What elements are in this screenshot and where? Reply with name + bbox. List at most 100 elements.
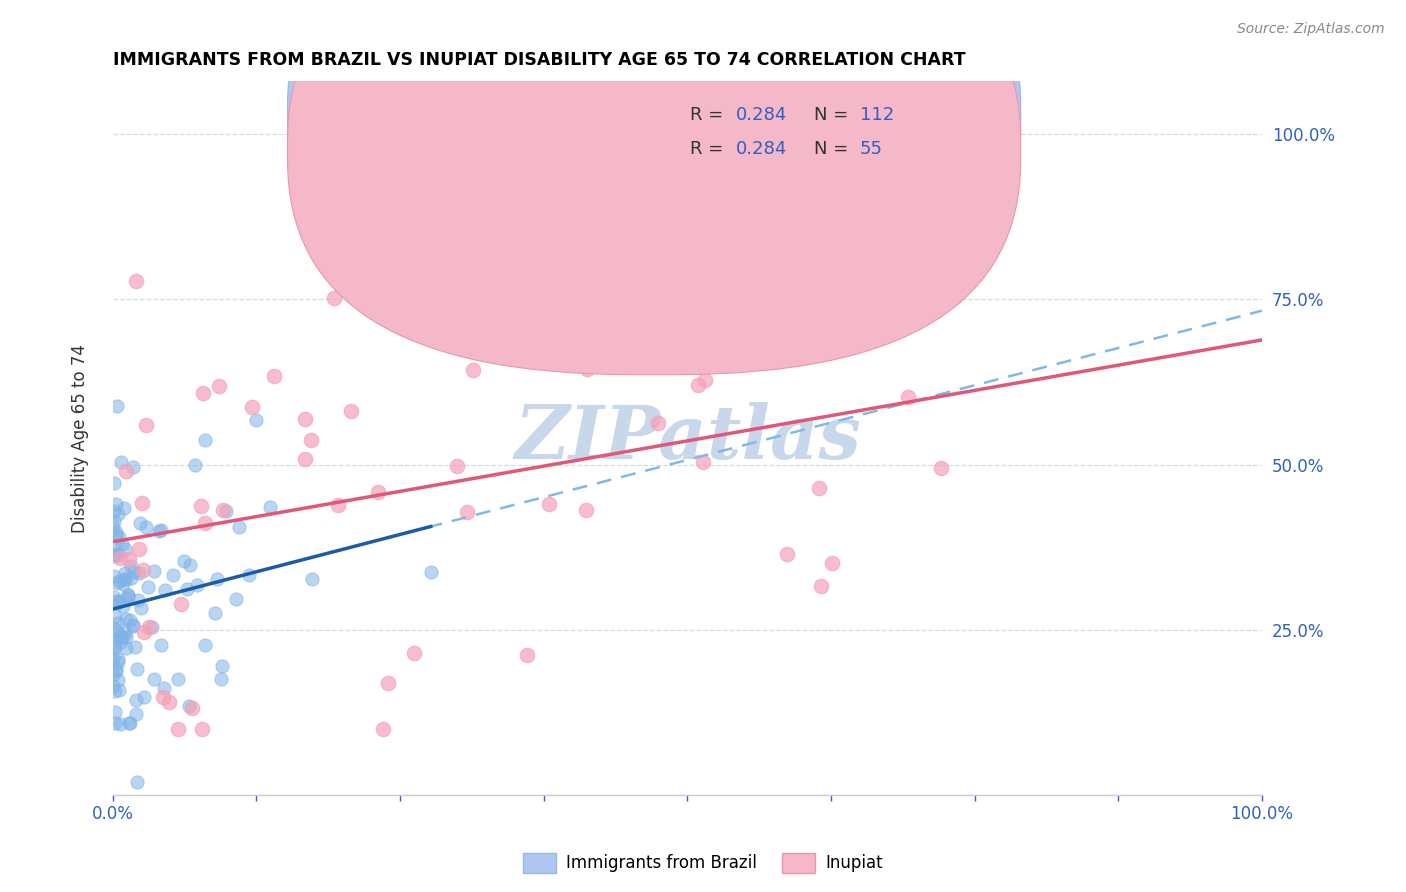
Point: [104, 640, 127, 654]
Point: [118, 715, 141, 730]
Point: [125, 274, 148, 288]
Point: [148, 524, 170, 538]
Point: [692, 455, 714, 469]
Text: N =: N =: [814, 140, 853, 158]
Point: [419, 565, 441, 579]
Point: [128, 542, 150, 557]
Text: IMMIGRANTS FROM BRAZIL VS INUPIAT DISABILITY AGE 65 TO 74 CORRELATION CHART: IMMIGRANTS FROM BRAZIL VS INUPIAT DISABI…: [112, 51, 966, 69]
Point: [637, 102, 659, 116]
Point: [180, 701, 202, 715]
Point: [129, 600, 152, 615]
Point: [108, 630, 131, 644]
Point: [179, 558, 201, 573]
Point: [169, 597, 191, 611]
Point: [225, 592, 247, 607]
Point: [114, 626, 136, 640]
Point: [101, 667, 124, 681]
Point: [173, 554, 195, 568]
Point: [104, 527, 127, 541]
Point: [104, 497, 127, 511]
Point: [117, 588, 139, 602]
Point: [104, 683, 127, 698]
Point: [537, 497, 560, 511]
Point: [301, 433, 323, 447]
Point: [103, 590, 125, 604]
Point: [107, 655, 129, 669]
Point: [162, 567, 184, 582]
Point: [194, 433, 217, 447]
Point: [107, 673, 129, 688]
Point: [613, 278, 636, 293]
Text: R =: R =: [690, 140, 728, 158]
Point: [340, 404, 363, 418]
Point: [103, 651, 125, 665]
Point: [191, 722, 214, 736]
Point: [107, 652, 129, 666]
Point: [105, 543, 128, 558]
Point: [107, 507, 129, 521]
Point: [695, 373, 717, 387]
Point: [404, 646, 426, 660]
Point: [103, 504, 125, 518]
Point: [141, 620, 163, 634]
Point: [129, 516, 152, 530]
Point: [125, 693, 148, 707]
Point: [775, 547, 797, 561]
Point: [807, 481, 830, 495]
Point: [112, 572, 135, 586]
Point: [377, 676, 399, 690]
Point: [211, 658, 233, 673]
Point: [205, 572, 228, 586]
Point: [105, 575, 128, 590]
Point: [120, 559, 142, 574]
Point: [651, 285, 673, 299]
Point: [114, 541, 136, 556]
Point: [209, 672, 232, 686]
Point: [367, 485, 389, 500]
Point: [194, 516, 217, 531]
Point: [127, 775, 149, 789]
Text: ZIPatlas: ZIPatlas: [515, 402, 860, 475]
Point: [122, 619, 145, 633]
Point: [103, 716, 125, 731]
Point: [153, 681, 176, 695]
Point: [167, 672, 190, 686]
Point: [114, 640, 136, 655]
Point: [105, 399, 128, 413]
Text: 112: 112: [860, 106, 894, 124]
Point: [190, 499, 212, 513]
Point: [132, 563, 155, 577]
Point: [186, 578, 208, 592]
Point: [184, 458, 207, 472]
Point: [112, 500, 135, 515]
Point: [124, 640, 146, 655]
Point: [120, 571, 142, 585]
Point: [929, 461, 952, 475]
FancyBboxPatch shape: [619, 92, 922, 174]
Point: [103, 569, 125, 583]
Point: [157, 695, 180, 709]
Point: [110, 629, 132, 643]
Point: [103, 637, 125, 651]
Point: [194, 638, 217, 652]
Legend: Immigrants from Brazil, Inupiat: Immigrants from Brazil, Inupiat: [516, 847, 890, 880]
Point: [294, 452, 316, 467]
Point: [111, 631, 134, 645]
Point: [104, 664, 127, 678]
Point: [150, 639, 173, 653]
Point: [115, 612, 138, 626]
Point: [228, 519, 250, 533]
Point: [104, 524, 127, 539]
Point: [122, 459, 145, 474]
Point: [114, 464, 136, 478]
Point: [108, 683, 131, 698]
Point: [136, 580, 159, 594]
Point: [897, 390, 920, 404]
Point: [575, 362, 598, 376]
Point: [122, 565, 145, 579]
Point: [456, 505, 478, 519]
Text: R =: R =: [690, 106, 728, 124]
Point: [208, 379, 231, 393]
Point: [240, 401, 263, 415]
Y-axis label: Disability Age 65 to 74: Disability Age 65 to 74: [72, 343, 89, 533]
